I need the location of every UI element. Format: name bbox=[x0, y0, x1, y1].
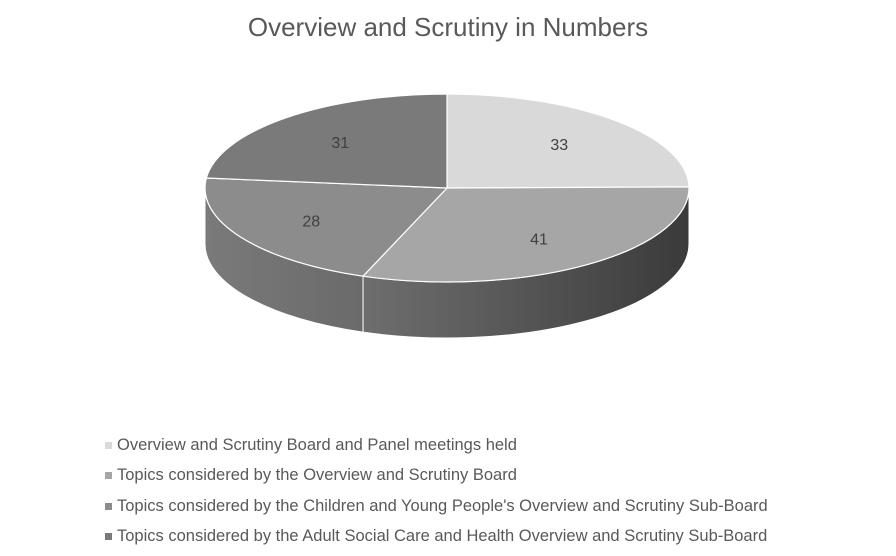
data-label-4: 31 bbox=[331, 135, 349, 152]
pie-slice-2[interactable] bbox=[361, 186, 690, 283]
legend-label: Topics considered by the Adult Social Ca… bbox=[117, 527, 768, 546]
legend-item-1[interactable]: Overview and Scrutiny Board and Panel me… bbox=[105, 430, 768, 461]
pie-slice-1[interactable] bbox=[446, 93, 690, 189]
legend-swatch bbox=[105, 533, 112, 541]
data-label-1: 33 bbox=[550, 137, 568, 154]
legend-swatch bbox=[105, 441, 112, 449]
legend-item-2[interactable]: Topics considered by the Overview and Sc… bbox=[105, 461, 768, 492]
legend-swatch bbox=[105, 502, 112, 510]
pie-slice-4[interactable] bbox=[205, 93, 448, 189]
legend-item-3[interactable]: Topics considered by the Children and Yo… bbox=[105, 491, 768, 522]
legend-label: Topics considered by the Children and Yo… bbox=[117, 496, 768, 515]
data-label-2: 41 bbox=[530, 232, 548, 249]
pie-slice-3[interactable] bbox=[204, 177, 449, 277]
data-label-3: 28 bbox=[302, 214, 320, 231]
legend: Overview and Scrutiny Board and Panel me… bbox=[105, 430, 768, 552]
legend-label: Topics considered by the Overview and Sc… bbox=[117, 466, 517, 485]
legend-label: Overview and Scrutiny Board and Panel me… bbox=[117, 435, 517, 454]
legend-item-4[interactable]: Topics considered by the Adult Social Ca… bbox=[105, 522, 768, 553]
legend-swatch bbox=[105, 472, 112, 480]
pie-chart: 33 41 28 31 bbox=[204, 93, 690, 339]
chart-title: Overview and Scrutiny in Numbers bbox=[247, 12, 649, 42]
